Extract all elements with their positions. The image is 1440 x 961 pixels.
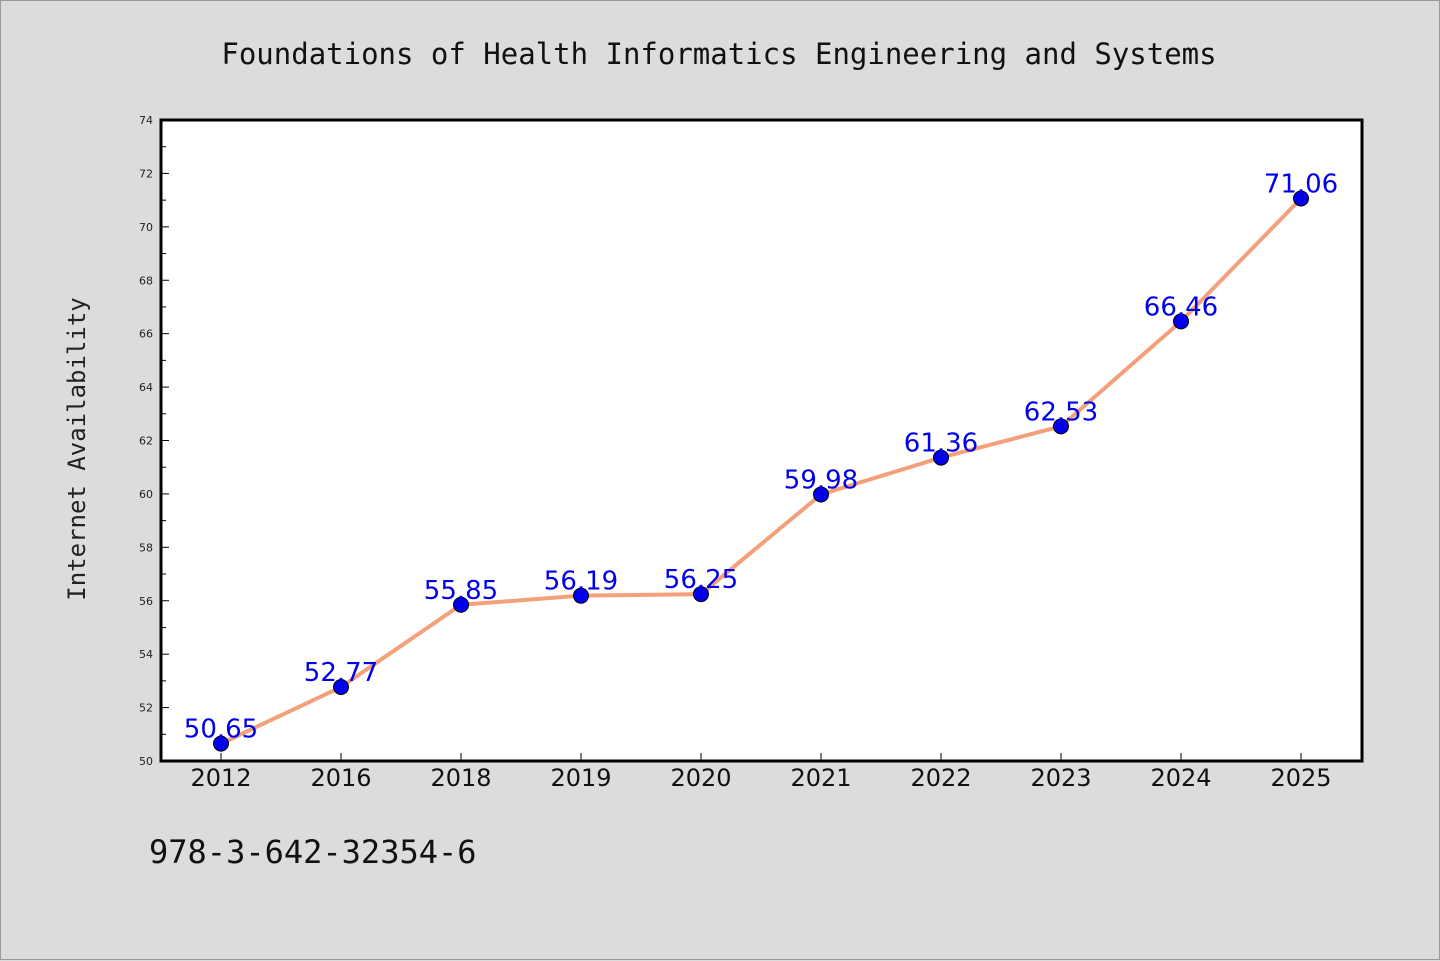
data-label: 52.77 [304,658,378,688]
y-tick-label: 54 [139,648,153,661]
y-tick-label: 70 [139,221,153,234]
data-point [333,679,349,696]
y-tick-label: 66 [139,328,153,341]
data-label: 55.85 [424,576,498,606]
x-tick-label: 2016 [310,764,371,792]
x-tick-label: 2021 [790,764,851,792]
y-tick-label: 50 [139,755,153,768]
x-tick-label: 2019 [550,764,611,792]
y-tick-label: 68 [139,274,153,287]
y-tick-label: 60 [139,488,153,501]
series-line [220,197,1303,746]
y-tick-label: 62 [139,435,153,448]
data-point [1173,313,1189,330]
x-tick-label: 2020 [670,764,731,792]
x-tick-label: 2018 [430,764,491,792]
data-point [453,596,469,613]
plot-area [159,118,1364,763]
data-point [813,486,829,503]
data-point [1053,418,1069,435]
y-tick-label: 58 [139,541,153,554]
x-tick-label: 2024 [1150,764,1211,792]
data-label: 71.06 [1264,170,1338,200]
data-point [1293,190,1309,207]
y-tick-label: 72 [139,167,153,180]
series-group: 50.65 52.77 55.85 56.19 56.25 59.98 61.36 62.53… [184,170,1338,752]
x-tick-label: 2023 [1030,764,1091,792]
isbn-text: 978-3-642-32354-6 [149,833,477,871]
data-label: 56.19 [544,567,618,597]
data-point [933,449,949,466]
data-point [573,587,589,604]
x-tick-label: 2012 [190,764,251,792]
y-tick-label: 52 [139,702,153,715]
y-axis-label: Internet Availability [63,297,91,600]
x-tick-label: 2022 [910,764,971,792]
data-label: 59.98 [784,465,858,495]
y-axis: 50 52 54 56 58 60 62 64 66 68 70 72 74 [139,114,169,768]
data-point [213,735,229,752]
y-tick-label: 74 [139,114,153,127]
data-label: 62.53 [1024,397,1098,427]
y-tick-label: 64 [139,381,153,394]
data-point [693,586,709,603]
y-tick-label: 56 [139,595,153,608]
chart-title: Foundations of Health Informatics Engine… [221,37,1216,71]
data-label: 61.36 [904,429,978,459]
x-axis: 2012 2016 2018 2019 2020 2021 2022 2023 2024 2025 [190,753,1332,792]
data-label: 50.65 [184,715,258,745]
data-label: 66.46 [1144,292,1218,322]
x-tick-label: 2025 [1270,764,1331,792]
data-label: 56.25 [664,565,738,595]
